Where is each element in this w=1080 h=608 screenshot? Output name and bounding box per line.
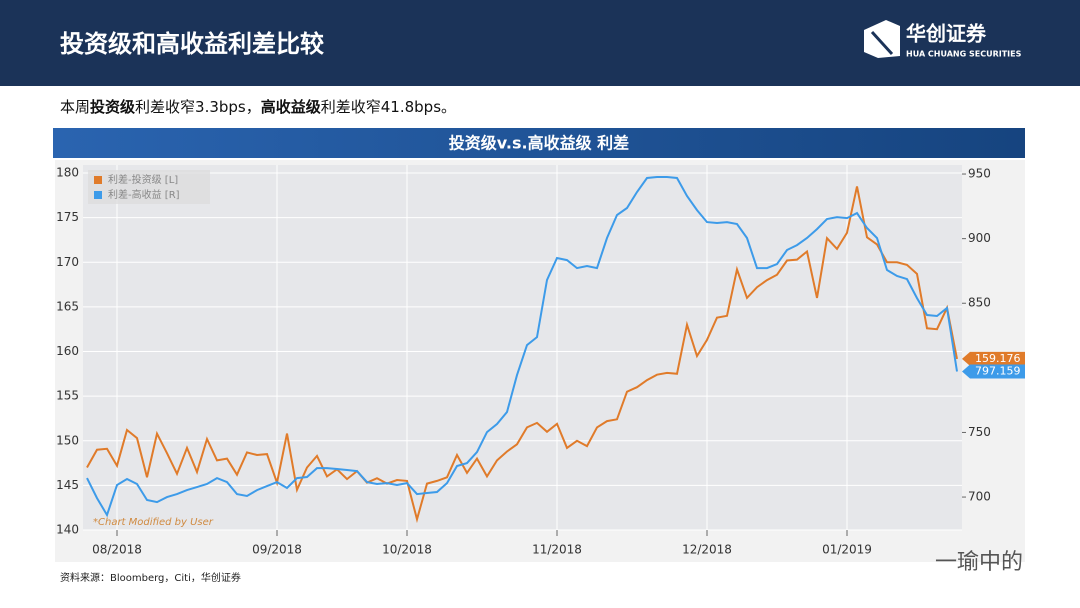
y-tick-label: 150 (56, 433, 79, 447)
chart-title: 投资级v.s.高收益级 利差 (449, 134, 629, 153)
source: 资料来源：Bloomberg，Citi，华创证券 (60, 573, 241, 584)
y2-tick-label: 900 (968, 231, 991, 245)
summary-run: 利差收窄41.8bps。 (320, 98, 457, 116)
chart-panel (55, 160, 1025, 562)
y2-tick-label: 850 (968, 296, 991, 310)
end-label: 797.159 (975, 365, 1021, 378)
y-tick-label: 165 (56, 299, 79, 313)
legend-box (88, 170, 210, 204)
x-tick-label: 11/2018 (532, 543, 582, 557)
summary: 本周投资级利差收窄3.3bps，高收益级利差收窄41.8bps。 (60, 96, 456, 117)
chart-title-bar (53, 128, 1025, 158)
x-tick-label: 09/2018 (252, 543, 302, 557)
y2-tick-label: 700 (968, 490, 991, 504)
legend-label: 利差-投资级 [L] (108, 173, 178, 186)
summary-run: 本周 (60, 98, 91, 116)
series-line (86, 186, 958, 524)
logo-en: HUA CHUANG SECURITIES (906, 50, 1022, 59)
summary-run: 投资级 (90, 98, 136, 116)
y-tick-label: 140 (56, 523, 79, 537)
logo-cn: 华创证券 (906, 22, 987, 46)
logo: 华创证券 HUA CHUANG SECURITIES (864, 20, 1022, 59)
end-label: 159.176 (975, 352, 1021, 365)
y-tick-label: 145 (56, 478, 79, 492)
y-tick-label: 160 (56, 344, 79, 358)
x-tick-label: 12/2018 (682, 543, 732, 557)
y2-tick-label: 950 (968, 167, 991, 181)
annotation: *Chart Modified by User (93, 517, 214, 528)
x-tick-label: 10/2018 (382, 543, 432, 557)
plot-area (83, 165, 962, 530)
y-tick-label: 175 (56, 210, 79, 224)
watermark: 一瑜中的 (935, 550, 1024, 575)
summary-run: 高收益级 (260, 98, 321, 116)
logo-icon (864, 20, 900, 58)
legend-swatch (94, 191, 102, 199)
series-line (86, 176, 958, 518)
legend-swatch (94, 176, 102, 184)
x-tick-label: 01/2019 (822, 543, 872, 557)
header: 投资级和高收益利差比较 华创证券 HUA CHUANG SECURITIES (0, 0, 1080, 86)
y-tick-label: 170 (56, 255, 79, 269)
x-tick-label: 08/2018 (92, 543, 142, 557)
logo-stripe (870, 30, 894, 56)
y-tick-label: 180 (56, 166, 79, 180)
slide-title: 投资级和高收益利差比较 (60, 30, 324, 58)
y-tick-label: 155 (56, 389, 79, 403)
end-tag (962, 351, 1025, 366)
end-tag (962, 364, 1025, 379)
legend-label: 利差-高收益 [R] (108, 188, 180, 201)
y2-tick-label: 750 (968, 425, 991, 439)
summary-run: 利差收窄3.3bps， (135, 98, 261, 116)
